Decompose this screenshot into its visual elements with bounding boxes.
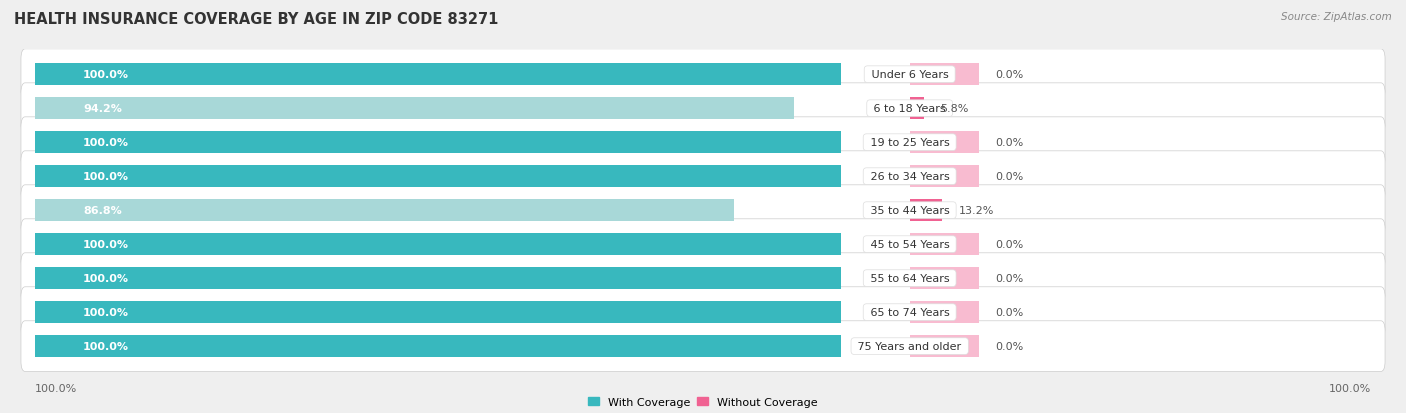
- Bar: [35, 268, 841, 290]
- FancyBboxPatch shape: [21, 321, 1385, 372]
- Bar: [35, 132, 841, 154]
- Bar: [35, 233, 841, 256]
- Text: 100.0%: 100.0%: [83, 138, 129, 148]
- Text: 75 Years and older: 75 Years and older: [855, 341, 965, 351]
- Bar: [35, 301, 841, 323]
- Bar: [910, 166, 979, 188]
- Text: 0.0%: 0.0%: [995, 172, 1024, 182]
- Bar: [910, 64, 979, 86]
- FancyBboxPatch shape: [21, 253, 1385, 304]
- Text: 55 to 64 Years: 55 to 64 Years: [866, 273, 953, 283]
- Text: 5.8%: 5.8%: [941, 104, 969, 114]
- Text: 0.0%: 0.0%: [995, 341, 1024, 351]
- Text: 94.2%: 94.2%: [83, 104, 122, 114]
- Text: 13.2%: 13.2%: [959, 206, 994, 216]
- Text: 100.0%: 100.0%: [1329, 384, 1371, 394]
- Text: 65 to 74 Years: 65 to 74 Years: [866, 307, 953, 317]
- Text: 100.0%: 100.0%: [83, 307, 129, 317]
- Bar: [910, 301, 979, 323]
- Text: 100.0%: 100.0%: [83, 70, 129, 80]
- FancyBboxPatch shape: [21, 185, 1385, 236]
- FancyBboxPatch shape: [21, 152, 1385, 202]
- Bar: [910, 268, 979, 290]
- Text: 0.0%: 0.0%: [995, 307, 1024, 317]
- FancyBboxPatch shape: [21, 118, 1385, 168]
- Text: Source: ZipAtlas.com: Source: ZipAtlas.com: [1281, 12, 1392, 22]
- FancyBboxPatch shape: [21, 219, 1385, 270]
- Bar: [910, 199, 942, 222]
- Text: 100.0%: 100.0%: [83, 273, 129, 283]
- FancyBboxPatch shape: [21, 287, 1385, 337]
- Text: 0.0%: 0.0%: [995, 138, 1024, 148]
- Bar: [35, 64, 841, 86]
- Bar: [35, 166, 841, 188]
- Text: Under 6 Years: Under 6 Years: [868, 70, 952, 80]
- Text: 100.0%: 100.0%: [35, 384, 77, 394]
- Text: 86.8%: 86.8%: [83, 206, 122, 216]
- Text: HEALTH INSURANCE COVERAGE BY AGE IN ZIP CODE 83271: HEALTH INSURANCE COVERAGE BY AGE IN ZIP …: [14, 12, 499, 27]
- Bar: [35, 199, 734, 222]
- FancyBboxPatch shape: [21, 50, 1385, 100]
- Text: 45 to 54 Years: 45 to 54 Years: [866, 240, 953, 249]
- Text: 0.0%: 0.0%: [995, 240, 1024, 249]
- Bar: [910, 233, 979, 256]
- Text: 0.0%: 0.0%: [995, 70, 1024, 80]
- Text: 100.0%: 100.0%: [83, 240, 129, 249]
- Text: 100.0%: 100.0%: [83, 172, 129, 182]
- Legend: With Coverage, Without Coverage: With Coverage, Without Coverage: [583, 392, 823, 411]
- Text: 0.0%: 0.0%: [995, 273, 1024, 283]
- Text: 35 to 44 Years: 35 to 44 Years: [866, 206, 953, 216]
- Text: 26 to 34 Years: 26 to 34 Years: [866, 172, 953, 182]
- Bar: [910, 98, 924, 120]
- Bar: [910, 335, 979, 357]
- Bar: [910, 132, 979, 154]
- Bar: [35, 335, 841, 357]
- FancyBboxPatch shape: [21, 84, 1385, 134]
- Text: 19 to 25 Years: 19 to 25 Years: [866, 138, 953, 148]
- Text: 6 to 18 Years: 6 to 18 Years: [870, 104, 949, 114]
- Text: 100.0%: 100.0%: [83, 341, 129, 351]
- Bar: [35, 98, 794, 120]
